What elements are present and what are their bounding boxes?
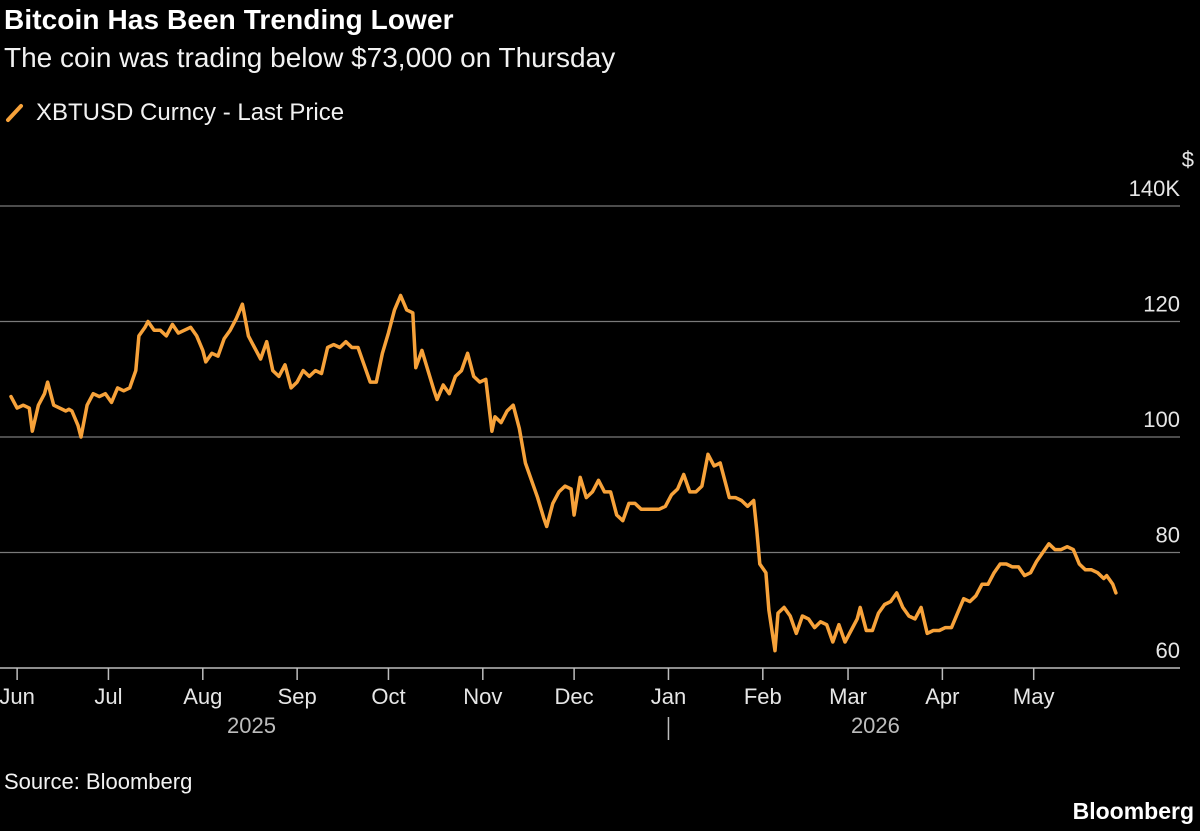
year-label: 2026 (851, 713, 900, 738)
x-tick-label: Dec (555, 684, 594, 709)
y-tick-label: 140K (1129, 176, 1181, 201)
diagonal-line-icon (6, 104, 23, 122)
chart-subtitle: The coin was trading below $73,000 on Th… (4, 42, 616, 73)
x-tick-label: Jan (651, 684, 686, 709)
x-tick-label: Apr (925, 684, 959, 709)
y-tick-label: 60 (1156, 638, 1180, 663)
y-tick-label: 120 (1143, 292, 1180, 317)
legend: XBTUSD Curncy - Last Price (4, 99, 344, 127)
x-tick-label: Aug (183, 684, 222, 709)
x-tick-label: Jul (94, 684, 122, 709)
x-tick-label: Jun (0, 684, 35, 709)
x-tick-label: Mar (829, 684, 867, 709)
x-tick-label: Oct (371, 684, 405, 709)
y-axis-labels: 60 80 100 120 140K$ (1129, 147, 1194, 663)
x-axis: Jun Jul Aug Sep Oct Nov Dec Jan Feb Mar Apr May 2025… (0, 667, 1180, 740)
year-label: 2025 (227, 713, 276, 738)
y-tick-label: 80 (1156, 523, 1180, 548)
legend-series-label: XBTUSD Curncy - Last Price (36, 99, 345, 126)
series-line-0 (9, 293, 1118, 653)
x-tick-label: Nov (463, 684, 502, 709)
x-tick-label: May (1013, 684, 1055, 709)
source-note: Source: Bloomberg (4, 769, 193, 794)
chart-title: Bitcoin Has Been Trending Lower (4, 4, 454, 35)
series-line-layer (9, 293, 1118, 653)
gridlines (0, 205, 1180, 554)
y-unit-label: $ (1182, 147, 1194, 172)
x-tick-label: Sep (278, 684, 317, 709)
bloomberg-logo: Bloomberg (1072, 798, 1194, 824)
y-tick-label: 100 (1143, 407, 1180, 432)
x-tick-label: Feb (744, 684, 782, 709)
